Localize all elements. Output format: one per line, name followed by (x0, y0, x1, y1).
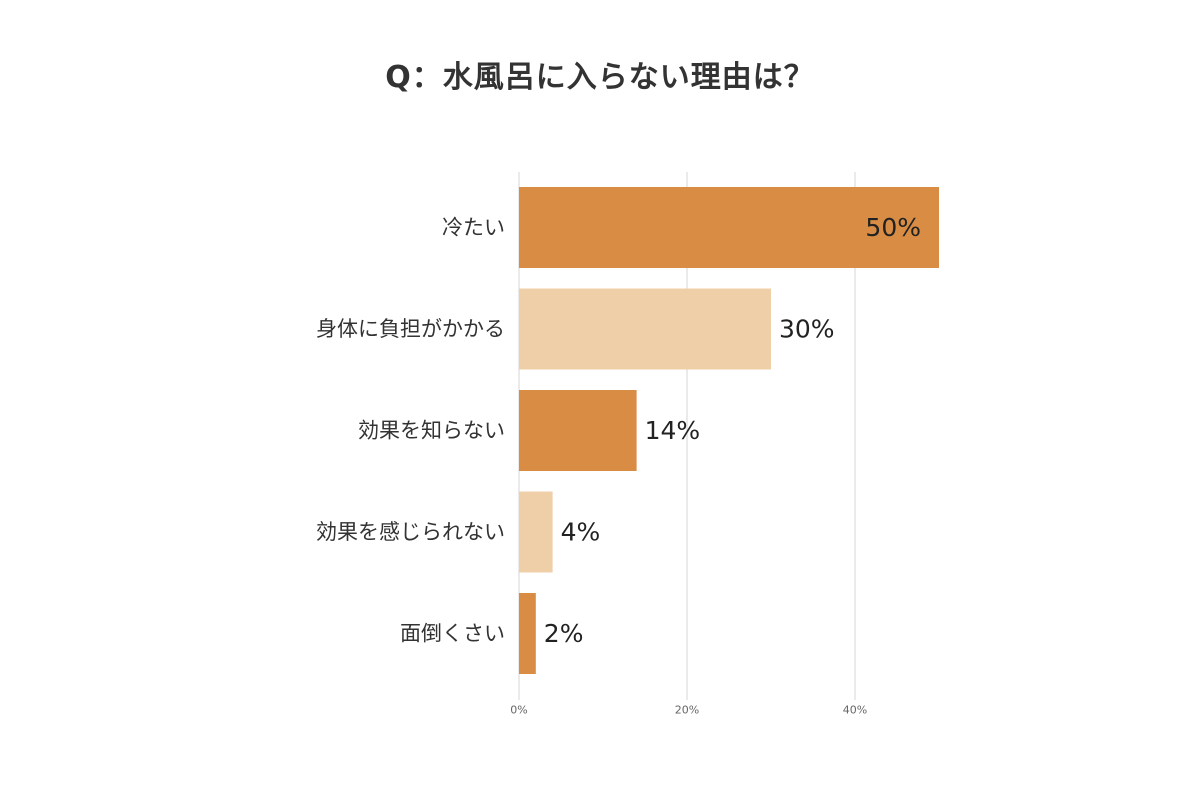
value-label-2: 30% (779, 315, 835, 344)
category-label-4: 効果を感じられない (316, 520, 505, 544)
x-tick-label-3: 40% (843, 704, 867, 717)
category-label-5: 面倒くさい (400, 622, 505, 646)
x-tick-label-1: 0% (510, 704, 527, 717)
category-label-3: 効果を知らない (358, 419, 505, 443)
bar-1 (519, 187, 939, 268)
value-label-3: 14% (645, 416, 701, 445)
bar-3 (519, 390, 637, 471)
bar-5 (519, 593, 536, 674)
bar-2 (519, 288, 771, 370)
bar-4 (519, 491, 553, 573)
category-label-2: 身体に負担がかかる (316, 317, 505, 341)
chart-title: Q：水風呂に入らない理由は？ (385, 60, 815, 95)
x-tick-label-2: 20% (675, 704, 699, 717)
value-label-4: 4% (561, 518, 601, 547)
value-label-1: 50% (865, 213, 921, 242)
category-label-1: 冷たい (442, 216, 505, 240)
value-label-5: 2% (544, 619, 584, 648)
